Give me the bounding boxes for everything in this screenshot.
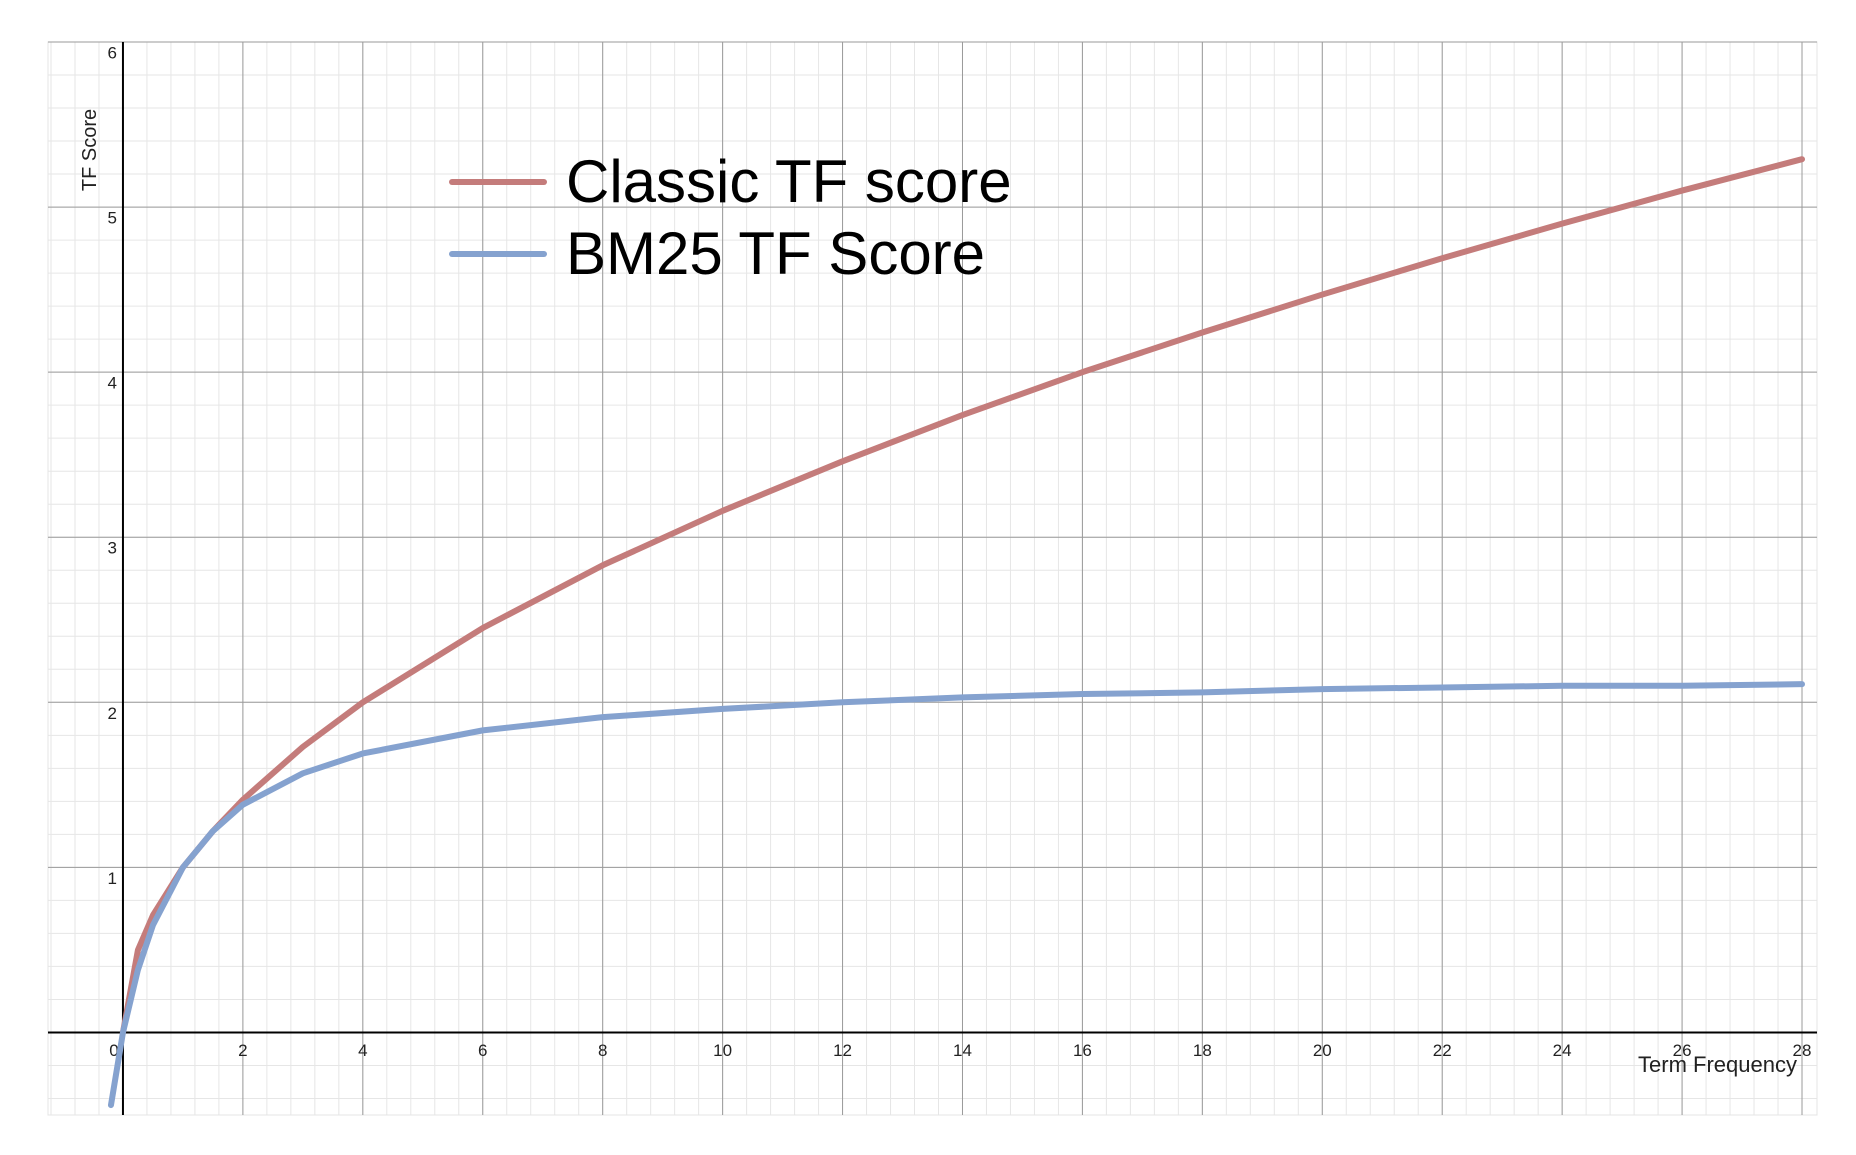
y-tick-label: 2 bbox=[107, 704, 116, 723]
legend-label: Classic TF score bbox=[566, 148, 1012, 215]
x-axis-label: Term Frequency bbox=[1638, 1052, 1797, 1077]
x-tick-label: 0 bbox=[109, 1041, 118, 1060]
x-tick-label: 20 bbox=[1313, 1041, 1332, 1060]
grid bbox=[47, 41, 1818, 1116]
y-tick-label: 4 bbox=[107, 374, 116, 393]
x-tick-label: 22 bbox=[1433, 1041, 1452, 1060]
x-tick-label: 2 bbox=[238, 1041, 247, 1060]
x-tick-label: 18 bbox=[1193, 1041, 1212, 1060]
x-tick-label: 16 bbox=[1073, 1041, 1092, 1060]
y-tick-label: 3 bbox=[107, 539, 116, 558]
y-tick-label: 5 bbox=[107, 209, 116, 228]
plot-area bbox=[47, 41, 1818, 1116]
y-tick-label: 6 bbox=[107, 43, 116, 62]
y-axis-label: TF Score bbox=[79, 109, 101, 191]
y-tick-label: 1 bbox=[107, 869, 116, 888]
x-tick-label: 26 bbox=[1673, 1041, 1692, 1060]
x-tick-label: 12 bbox=[833, 1041, 852, 1060]
x-tick-label: 10 bbox=[713, 1041, 732, 1060]
series-line bbox=[107, 681, 1806, 1109]
x-tick-label: 4 bbox=[358, 1041, 367, 1060]
x-tick-label: 24 bbox=[1553, 1041, 1572, 1060]
x-tick-label: 8 bbox=[598, 1041, 607, 1060]
x-tick-label: 14 bbox=[953, 1041, 972, 1060]
legend-label: BM25 TF Score bbox=[566, 220, 985, 287]
x-tick-label: 28 bbox=[1793, 1041, 1812, 1060]
x-tick-label: 6 bbox=[478, 1041, 487, 1060]
